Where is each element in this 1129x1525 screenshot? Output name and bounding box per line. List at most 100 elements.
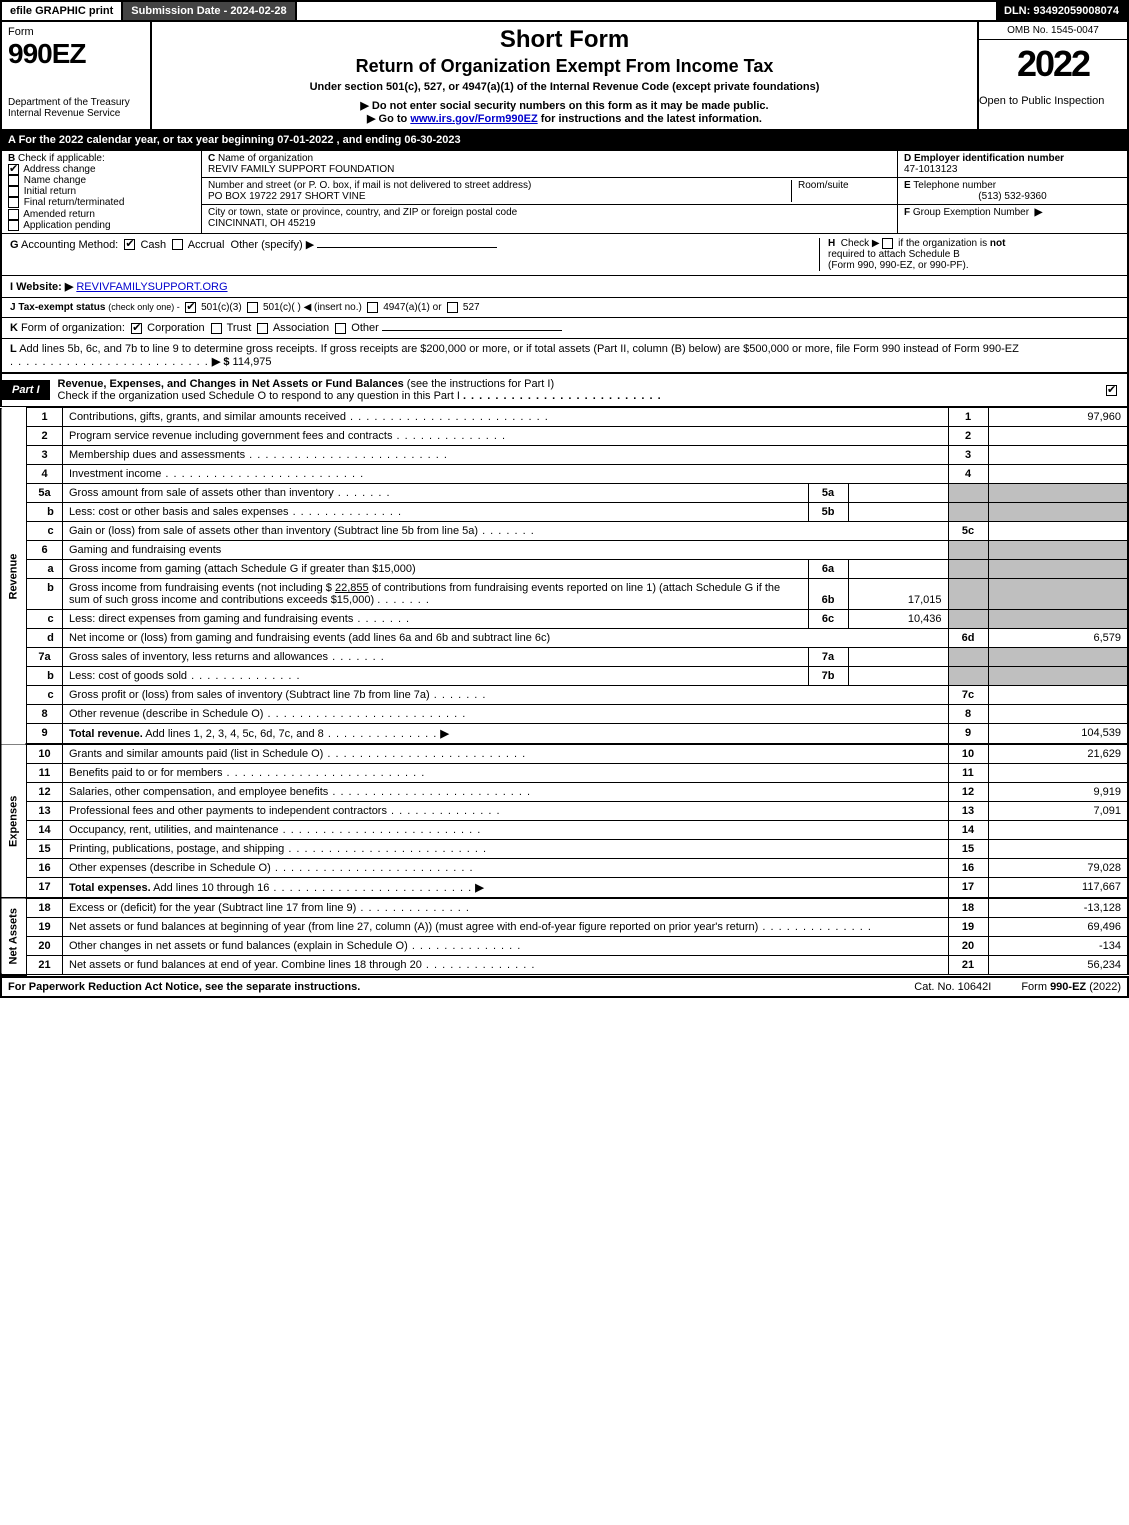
part1-check	[1098, 380, 1127, 400]
line-6c-no: c	[27, 610, 63, 629]
accrual-checkbox[interactable]	[172, 239, 183, 250]
line-6d-val: 6,579	[988, 629, 1128, 648]
line-11-desc: Benefits paid to or for members	[63, 764, 949, 783]
app-pending-checkbox[interactable]	[8, 220, 19, 231]
trust-checkbox[interactable]	[211, 323, 222, 334]
part1-bar: Part I Revenue, Expenses, and Changes in…	[0, 374, 1129, 407]
street-value: PO BOX 19722 2917 SHORT VINE	[208, 191, 366, 202]
section-c: C Name of organization REVIV FAMILY SUPP…	[202, 151, 897, 233]
line-12-no: 12	[27, 783, 63, 802]
line-13-desc: Professional fees and other payments to …	[63, 802, 949, 821]
h-label: H	[828, 238, 835, 249]
h-text-post: if the organization is	[898, 238, 990, 249]
527-label: 527	[463, 302, 480, 313]
line-10-val: 21,629	[988, 744, 1128, 764]
line-16-val: 79,028	[988, 859, 1128, 878]
form-year-block: OMB No. 1545-0047 2022	[977, 22, 1127, 95]
line-5a-no: 5a	[27, 484, 63, 503]
line-6c-valshade	[988, 610, 1128, 629]
line-4-val	[988, 465, 1128, 484]
section-l: L Add lines 5b, 6c, and 7b to line 9 to …	[0, 339, 1129, 374]
other-org-checkbox[interactable]	[335, 323, 346, 334]
line-2-no: 2	[27, 427, 63, 446]
name-change-checkbox[interactable]	[8, 175, 19, 186]
4947-checkbox[interactable]	[367, 302, 378, 313]
cash-label: Cash	[140, 239, 166, 251]
line-18-col: 18	[948, 898, 988, 918]
501c3-checkbox[interactable]	[185, 302, 196, 313]
website-link[interactable]: REVIVFAMILYSUPPORT.ORG	[76, 281, 227, 293]
line-1-desc: Contributions, gifts, grants, and simila…	[63, 408, 949, 427]
line-3-val	[988, 446, 1128, 465]
initial-return-checkbox[interactable]	[8, 186, 19, 197]
527-checkbox[interactable]	[447, 302, 458, 313]
line-6b-amt: 22,855	[335, 582, 369, 594]
final-return-checkbox[interactable]	[8, 197, 19, 208]
amended-return-checkbox[interactable]	[8, 209, 19, 220]
line-7a-no: 7a	[27, 648, 63, 667]
ein-value: 47-1013123	[904, 164, 957, 175]
line-6b-shade	[948, 579, 988, 610]
line-6c-shade	[948, 610, 988, 629]
corp-checkbox[interactable]	[131, 323, 142, 334]
line-15-no: 15	[27, 840, 63, 859]
501c3-label: 501(c)(3)	[201, 302, 242, 313]
goto-line: ▶ Go to www.irs.gov/Form990EZ for instru…	[158, 112, 971, 125]
line-7c-val	[988, 686, 1128, 705]
irs-link[interactable]: www.irs.gov/Form990EZ	[410, 113, 537, 125]
line-14-desc: Occupancy, rent, utilities, and maintena…	[63, 821, 949, 840]
expenses-side-label: Expenses	[1, 744, 27, 898]
cash-checkbox[interactable]	[124, 239, 135, 250]
room-label: Room/suite	[798, 180, 849, 191]
other-org-label: Other	[351, 322, 379, 334]
submission-date: Submission Date - 2024-02-28	[123, 2, 296, 20]
line-14-val	[988, 821, 1128, 840]
l-label: L	[10, 343, 17, 355]
line-5a-desc: Gross amount from sale of assets other t…	[63, 484, 809, 503]
other-method-input[interactable]	[317, 247, 497, 248]
line-6-valshade	[988, 541, 1128, 560]
line-6d-desc: Net income or (loss) from gaming and fun…	[63, 629, 949, 648]
line-13-val: 7,091	[988, 802, 1128, 821]
part1-subtitle: Check if the organization used Schedule …	[58, 390, 460, 402]
line-20-val: -134	[988, 937, 1128, 956]
line-16-col: 16	[948, 859, 988, 878]
line-5c-col: 5c	[948, 522, 988, 541]
j-label: J	[10, 302, 16, 313]
other-org-input[interactable]	[382, 330, 562, 331]
line-6-desc: Gaming and fundraising events	[63, 541, 949, 560]
dept-irs: Internal Revenue Service	[8, 108, 144, 119]
line-4-no: 4	[27, 465, 63, 484]
line-4-col: 4	[948, 465, 988, 484]
line-7b-il: 7b	[808, 667, 848, 686]
line-6d-no: d	[27, 629, 63, 648]
h-checkbox[interactable]	[882, 238, 893, 249]
website-label: Website: ▶	[16, 281, 73, 293]
addr-change-label: Address change	[23, 164, 95, 175]
addr-change-checkbox[interactable]	[8, 164, 19, 175]
line-6b-valshade	[988, 579, 1128, 610]
assoc-checkbox[interactable]	[257, 323, 268, 334]
line-5b-shade	[948, 503, 988, 522]
d-label: D	[904, 153, 911, 164]
schedule-o-checkbox[interactable]	[1106, 385, 1117, 396]
501c-checkbox[interactable]	[247, 302, 258, 313]
line-7a-valshade	[988, 648, 1128, 667]
city-value: CINCINNATI, OH 45219	[208, 218, 316, 229]
form-number: 990EZ	[8, 38, 144, 70]
line-20-no: 20	[27, 937, 63, 956]
efile-print[interactable]: efile GRAPHIC print	[2, 2, 123, 20]
line-7b-shade	[948, 667, 988, 686]
tel-value: (513) 532-9360	[904, 191, 1121, 202]
line-1-val: 97,960	[988, 408, 1128, 427]
page-footer: For Paperwork Reduction Act Notice, see …	[0, 976, 1129, 998]
line-16-desc: Other expenses (describe in Schedule O)	[63, 859, 949, 878]
line-6d-col: 6d	[948, 629, 988, 648]
line-14-no: 14	[27, 821, 63, 840]
tax-exempt-label: Tax-exempt status	[18, 302, 105, 313]
f-label: F	[904, 207, 910, 218]
line-6c-desc: Less: direct expenses from gaming and fu…	[63, 610, 809, 629]
line-4-desc: Investment income	[63, 465, 949, 484]
line-21-no: 21	[27, 956, 63, 975]
line-17-val: 117,667	[988, 878, 1128, 899]
